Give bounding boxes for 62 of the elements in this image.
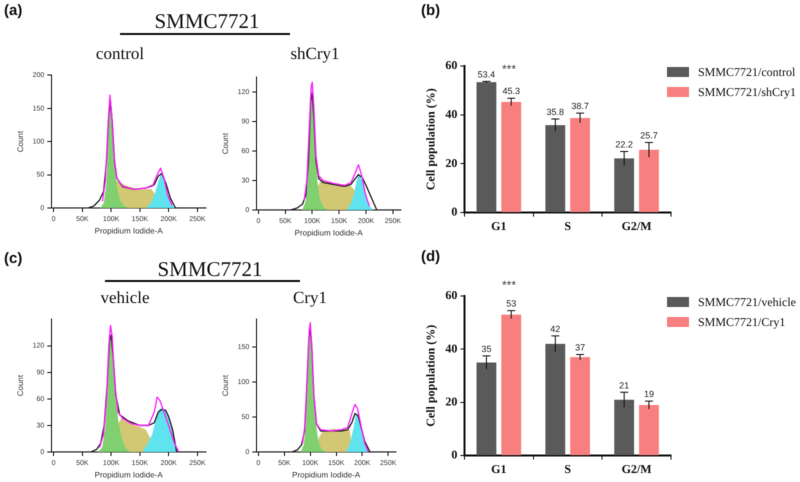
x-tick-label: G2/M	[622, 218, 652, 233]
y-tick-label: 20	[445, 156, 458, 170]
bar	[501, 102, 522, 212]
data-label: 53.4	[478, 69, 496, 80]
chart-title: Cry1	[293, 288, 327, 308]
y-axis-title: Cell population (%)	[423, 324, 438, 427]
text: (d)	[421, 248, 440, 265]
y-tick-label: 40	[445, 341, 458, 356]
y-tick-label: 40	[445, 106, 458, 121]
annotation: ***	[502, 62, 516, 76]
x-axis-title: Propidium Iodide-A	[292, 470, 361, 480]
bar	[639, 405, 659, 456]
bar	[476, 82, 496, 212]
bar	[501, 314, 522, 456]
legend-label: SMMC7721/vehicle	[698, 295, 796, 309]
data-label: 22.2	[615, 140, 633, 150]
chart-title: control	[96, 44, 144, 64]
data-label: 35.8	[546, 107, 564, 118]
data-label: 21	[619, 380, 630, 390]
bar	[476, 362, 496, 456]
x-tick-label: S	[564, 462, 572, 476]
y-tick-label: 60	[445, 58, 458, 72]
legend-label: SMMC7721/control	[698, 65, 796, 79]
y-axis-title: Count	[16, 130, 26, 152]
bar	[639, 150, 659, 212]
data-label: 42	[550, 324, 560, 334]
data-label: 25.7	[640, 130, 658, 140]
data-label: 38.7	[571, 101, 589, 112]
bar	[570, 357, 590, 456]
bar	[614, 400, 634, 456]
legend-label: SMMC7721/Cry1	[698, 315, 786, 329]
data-label: 45.3	[502, 86, 520, 96]
data-label: 35	[481, 344, 492, 354]
x-tick-label: G1	[491, 218, 507, 233]
y-axis-title: Count	[221, 374, 230, 396]
chart-title: vehicle	[100, 288, 150, 308]
y-tick-label: 60	[445, 288, 458, 302]
text: (a)	[4, 2, 22, 19]
text: SMMC7721	[157, 257, 263, 282]
bar	[545, 125, 566, 212]
chart-title: shCry1	[290, 44, 340, 64]
legend-label: SMMC7721/shCry1	[698, 85, 796, 99]
y-axis-title: Count	[221, 132, 230, 154]
y-axis-title: Count	[16, 374, 26, 396]
text: (b)	[421, 2, 440, 19]
x-axis-title: Propidium Iodide-A	[94, 470, 164, 480]
data-label: 37	[575, 342, 586, 353]
x-tick-label: G2/M	[622, 462, 652, 476]
data-label: 19	[644, 389, 654, 400]
text: (c)	[4, 250, 22, 267]
bar	[545, 344, 566, 456]
data-label: 53	[506, 298, 516, 309]
x-axis-title: Propidium Iodide-A	[294, 228, 364, 238]
x-axis-title: Propidium Iodide-A	[94, 226, 164, 236]
bar	[614, 158, 634, 212]
y-tick-label: 20	[445, 394, 458, 408]
text: SMMC7721	[154, 9, 260, 34]
y-axis-title: Cell population (%)	[423, 88, 438, 190]
x-tick-label: G1	[491, 462, 507, 476]
x-tick-label: S	[564, 218, 572, 233]
text: ***	[502, 278, 516, 292]
bar	[570, 118, 590, 212]
